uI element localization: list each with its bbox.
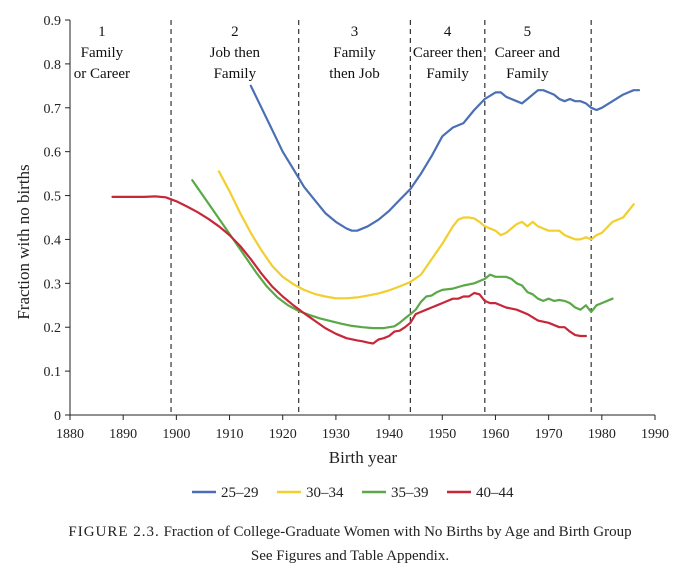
y-tick-label: 0.4 [44,233,62,248]
x-tick-label: 1990 [641,427,669,442]
x-tick-label: 1920 [269,427,297,442]
y-tick-label: 0.2 [44,321,62,336]
legend-label: 40–44 [476,485,514,501]
x-tick-label: 1980 [588,427,616,442]
caption-source: See Figures and Table Appendix. [250,548,450,564]
x-tick-label: 1970 [535,427,563,442]
figure-caption: FIGURE 2.3. Fraction of College-Graduate… [0,520,700,568]
y-tick-label: 0 [54,409,61,424]
group-label-line: Family [81,45,124,61]
x-tick-label: 1960 [481,427,509,442]
series-line-40–44 [111,195,588,345]
caption-text: Fraction of College-Graduate Women with … [163,524,632,540]
y-tick-label: 0.3 [44,277,62,292]
series-line-25–29 [249,84,641,232]
y-tick-label: 0.8 [44,58,62,73]
caption-line: FIGURE 2.3. Fraction of College-Graduate… [0,520,700,544]
x-tick-label: 1890 [109,427,137,442]
y-tick-label: 0.1 [44,365,62,380]
legend-label: 25–29 [221,485,259,501]
group-labels: 1 Family or Career 2 Job then Family 3 Family th… [74,24,561,82]
legend-label: 30–34 [306,485,344,501]
group-label-line: Family [426,66,469,82]
y-tick-label: 0.7 [44,102,62,117]
x-tick-label: 1940 [375,427,403,442]
group-label-line: Career then [413,45,483,61]
x-tick-label: 1880 [56,427,84,442]
axes: 0 0.1 0.2 0.3 0.4 0.5 0.6 0.7 0.8 0.9 1880 1890 1900… [44,14,670,442]
group-number: 3 [351,24,359,40]
group-label-line: Job then [210,45,261,61]
y-tick-label: 0.9 [44,14,62,29]
group-label-line: Family [333,45,376,61]
y-tick-label: 0.5 [44,190,62,205]
group-label-line: Family [214,66,257,82]
group-dividers [170,20,592,415]
group-label-line: or Career [74,66,130,82]
x-tick-label: 1910 [216,427,244,442]
series-line-30–34 [217,170,635,300]
chart: 0 0.1 0.2 0.3 0.4 0.5 0.6 0.7 0.8 0.9 1880 1890 1900… [14,14,670,501]
group-number: 2 [231,24,239,40]
x-axis-title: Birth year [329,448,398,467]
legend: 25–29 30–34 35–39 40–44 [192,485,514,501]
x-tick-label: 1900 [162,427,190,442]
y-axis-title: Fraction with no births [14,164,33,319]
series-line-35–39 [191,179,614,330]
series-layer [111,84,641,345]
group-label-line: Family [506,66,549,82]
group-number: 5 [524,24,532,40]
x-tick-label: 1950 [428,427,456,442]
caption-label: FIGURE 2.3. [68,524,160,540]
group-label-line: Career and [495,45,561,61]
x-tick-label: 1930 [322,427,350,442]
group-number: 1 [98,24,106,40]
y-tick-label: 0.6 [44,146,62,161]
group-number: 4 [444,24,452,40]
legend-label: 35–39 [391,485,429,501]
group-label-line: then Job [329,66,379,82]
